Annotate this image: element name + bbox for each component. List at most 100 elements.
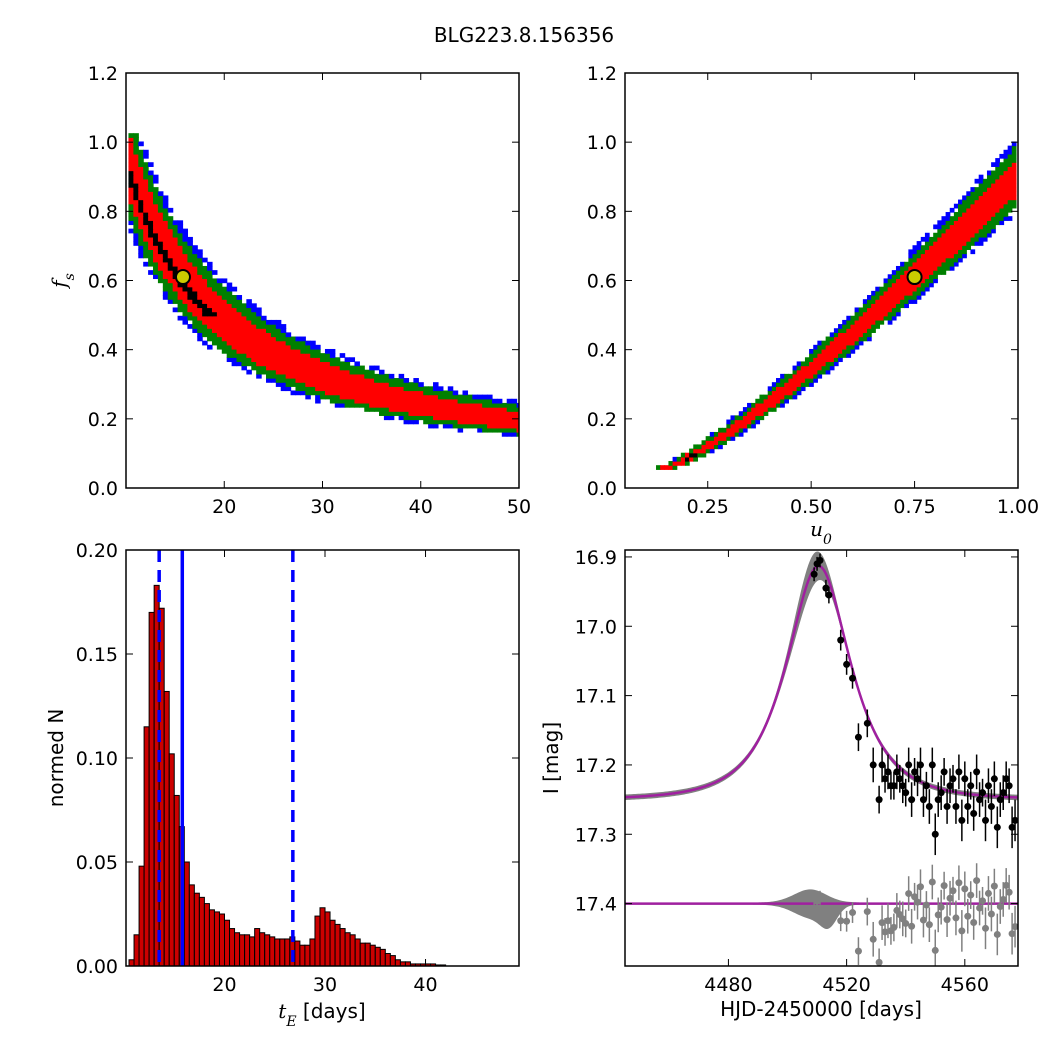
br-residual-point <box>902 919 910 927</box>
tl-cell <box>153 216 159 221</box>
tl-cell <box>452 415 459 421</box>
tl-cell <box>462 390 469 396</box>
br-data-point <box>849 674 857 682</box>
tl-cell <box>187 307 193 313</box>
tr-ytick-label: 1.2 <box>587 63 617 85</box>
br-residual-point <box>976 904 984 912</box>
tl-cell <box>216 344 223 350</box>
tr-cell <box>958 245 963 250</box>
tl-cell <box>369 398 375 404</box>
tl-cell <box>329 390 336 396</box>
tl-cell <box>270 319 277 325</box>
tl-cell <box>148 182 154 188</box>
tl-cell <box>339 353 346 358</box>
tr-cell <box>991 170 996 176</box>
tr-cell <box>850 315 856 321</box>
tl-cell <box>320 390 326 396</box>
tr-cell <box>821 348 827 354</box>
br-data-point <box>905 761 913 769</box>
tr-cell <box>759 398 765 404</box>
tl-cell <box>211 286 218 292</box>
tl-cell <box>162 282 169 288</box>
tl-cell <box>192 311 198 317</box>
tl-cell <box>251 348 257 354</box>
tr-cell <box>904 278 909 284</box>
tr-cell <box>879 315 885 321</box>
tr-cell <box>867 307 872 313</box>
tl-cell <box>359 378 365 383</box>
tr-cell <box>817 344 823 350</box>
tr-cell <box>999 174 1005 180</box>
tl-cell <box>148 191 154 197</box>
tl-cell <box>202 307 208 313</box>
tr-cell <box>755 419 761 425</box>
tl-cell <box>256 315 262 321</box>
tr-cell <box>747 402 752 408</box>
tl-cell <box>207 307 213 313</box>
tl-cell <box>162 241 169 246</box>
tr-cell <box>908 265 914 271</box>
tr-cell <box>962 236 967 242</box>
tl-cell <box>207 315 213 321</box>
tl-cell <box>221 344 228 350</box>
tr-cell <box>858 311 864 317</box>
tr-cell <box>718 431 723 437</box>
tl-cell <box>315 378 321 383</box>
tl-cell <box>133 187 139 192</box>
tl-cell <box>128 228 134 234</box>
tr-cell <box>788 373 794 379</box>
tl-cell <box>128 191 134 197</box>
tl-cell <box>167 290 174 296</box>
tl-cell <box>496 402 503 408</box>
tr-cell <box>842 332 847 338</box>
tr-cell <box>879 319 885 325</box>
tl-cell <box>202 290 208 296</box>
tl-cell <box>339 365 346 371</box>
tl-cell <box>216 303 223 309</box>
tl-cell <box>211 332 218 338</box>
tl-cell <box>447 411 454 416</box>
tr-cell <box>1011 191 1017 197</box>
tl-cell <box>447 415 454 421</box>
tl-cell <box>364 378 370 383</box>
tr-cell <box>1011 170 1017 176</box>
br-residual-point <box>863 908 871 916</box>
bl-bar <box>229 928 236 967</box>
tr-cell <box>937 257 943 263</box>
tr-cell <box>958 249 963 255</box>
tl-cell <box>477 402 483 408</box>
tr-cell <box>974 199 980 205</box>
tl-cell <box>207 344 213 350</box>
br-data-point <box>987 803 995 811</box>
tr-cell <box>949 253 955 259</box>
tl-cell <box>167 241 174 246</box>
tr-cell <box>875 299 881 304</box>
tl-cell <box>310 357 316 363</box>
br-residual-point <box>916 883 924 891</box>
tr-cell <box>1011 153 1017 159</box>
tr-cell <box>887 311 893 317</box>
tr-cell <box>908 295 914 300</box>
tl-cell <box>231 286 238 292</box>
tl-cell <box>339 398 346 404</box>
tr-cell <box>982 220 988 226</box>
tr-cell <box>970 216 976 221</box>
tr-cell <box>813 365 818 371</box>
tl-cell <box>354 378 360 383</box>
tl-cell <box>295 382 301 387</box>
tr-cell <box>821 353 827 358</box>
tr-cell <box>842 353 847 358</box>
tl-cell <box>192 253 198 259</box>
tl-cell <box>167 299 174 304</box>
tr-cell <box>842 328 847 333</box>
br-data-point <box>825 591 833 599</box>
tr-cell <box>829 340 835 346</box>
tl-cell <box>192 315 198 321</box>
tl-cell <box>270 365 277 371</box>
tl-cell <box>216 319 223 325</box>
tl-cell <box>226 290 233 296</box>
br-data-point <box>934 796 942 804</box>
tl-cell <box>143 207 149 213</box>
tr-cell <box>821 357 827 363</box>
tl-cell <box>320 386 326 392</box>
